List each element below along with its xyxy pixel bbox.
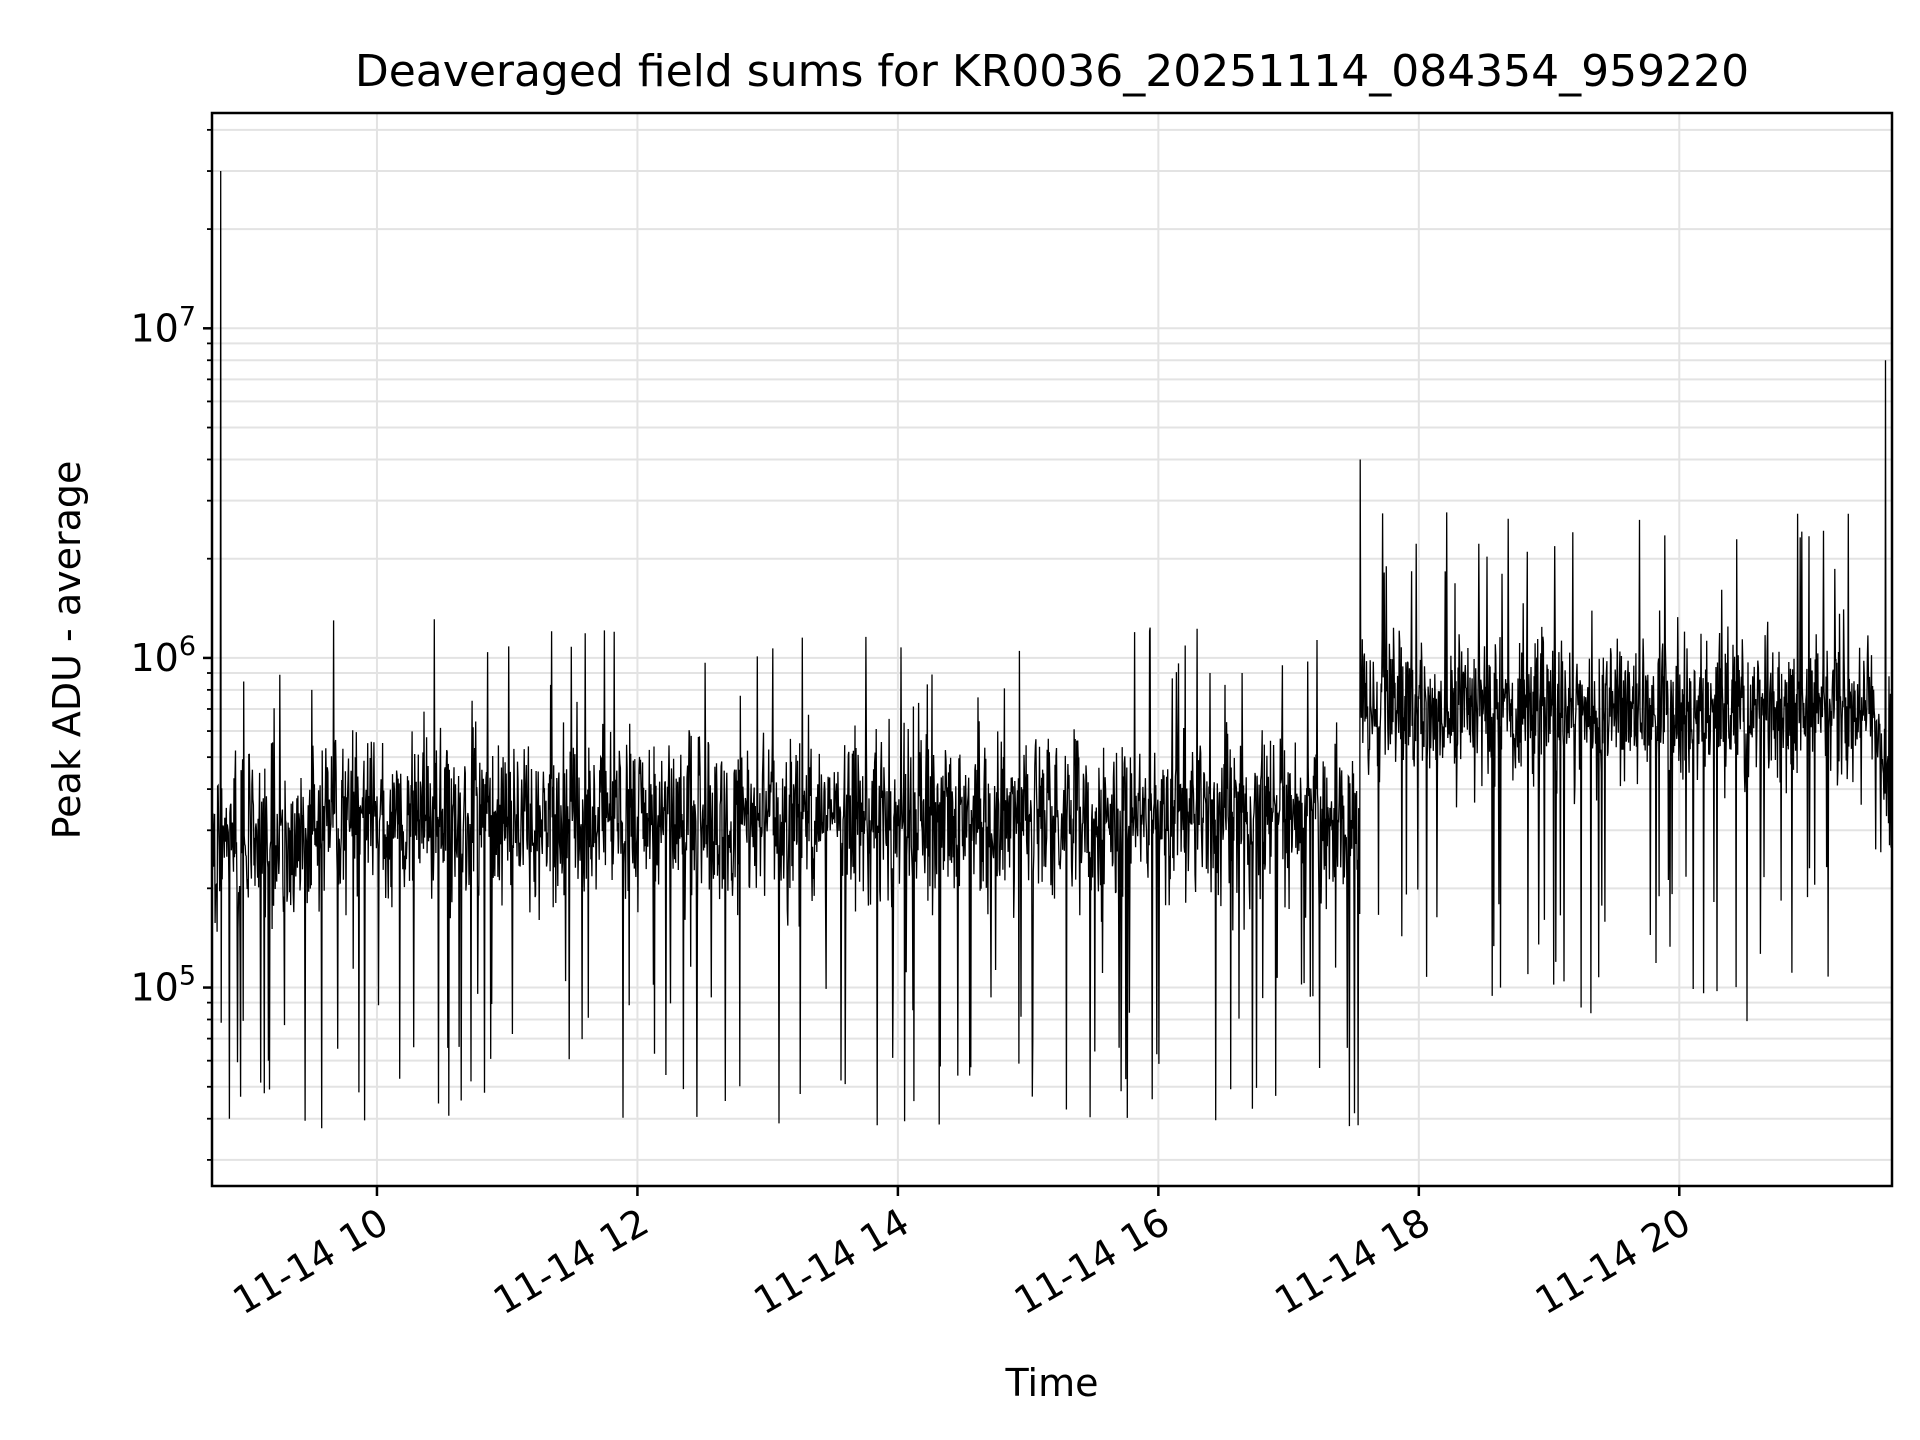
y-tick-base: 10 [130,966,178,1010]
x-axis-label: Time [1005,1361,1099,1405]
series-line [211,170,1893,1129]
series-layer [211,170,1893,1129]
y-tick-base: 10 [130,306,178,350]
tick-layer [203,128,1681,1196]
y-tick-exponent: 5 [179,961,196,992]
y-tick-exponent: 7 [179,301,196,332]
y-tick-base: 10 [130,636,178,680]
y-tick-label: 106 [130,631,196,680]
y-tick-label: 107 [130,301,196,350]
x-tick-label: 11-14 14 [746,1200,916,1324]
x-tick-label: 11-14 18 [1267,1200,1437,1324]
x-tick-label: 11-14 20 [1528,1200,1698,1324]
y-tick-label: 105 [130,961,196,1010]
y-axis-label: Peak ADU - average [45,461,89,840]
plot-frame [210,111,1894,1188]
x-tick-label: 11-14 10 [225,1200,395,1324]
x-tick-label: 11-14 16 [1007,1200,1177,1324]
x-tick-label: 11-14 12 [486,1200,656,1324]
y-tick-exponent: 6 [179,631,196,662]
chart-title: Deaveraged field sums for KR0036_2025111… [355,46,1749,97]
